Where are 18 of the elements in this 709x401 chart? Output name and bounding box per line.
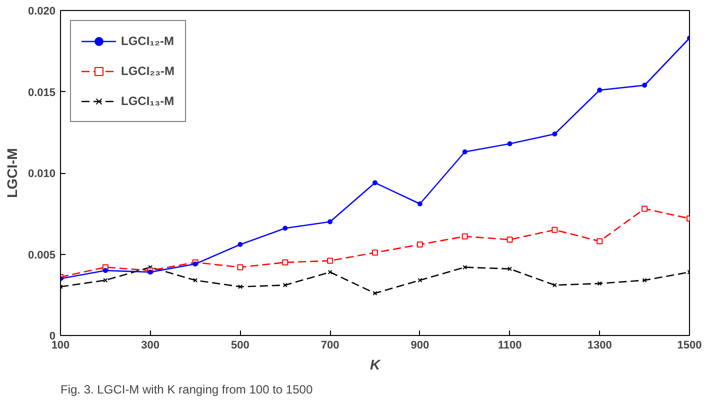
legend-label: LGCI₂₃-M bbox=[121, 64, 175, 78]
legend-label: LGCI₁₂-M bbox=[121, 34, 174, 48]
x-tick-label: 500 bbox=[231, 340, 250, 352]
y-tick-label: 0.005 bbox=[28, 249, 56, 262]
x-tick-label: 1300 bbox=[587, 340, 612, 352]
x-tick-label: 700 bbox=[320, 340, 340, 352]
x-axis-title: K bbox=[370, 356, 381, 372]
y-axis-title: LGCI-M bbox=[4, 148, 20, 198]
y-tick-label: 0.015 bbox=[28, 86, 56, 99]
x-tick-label: 1100 bbox=[498, 340, 522, 352]
y-tick-label: 0.010 bbox=[28, 168, 56, 180]
y-tick-label: 0.020 bbox=[28, 6, 56, 18]
legend-label: LGCI₁₃-M bbox=[121, 94, 174, 108]
x-tick-label: 900 bbox=[410, 340, 430, 352]
x-tick-label: 1500 bbox=[677, 340, 702, 352]
x-tick-label: 300 bbox=[141, 340, 160, 352]
x-tick-label: 100 bbox=[51, 340, 70, 352]
caption: Fig. 3. LGCI-M with K ranging from 100 to 1500 bbox=[60, 382, 313, 396]
